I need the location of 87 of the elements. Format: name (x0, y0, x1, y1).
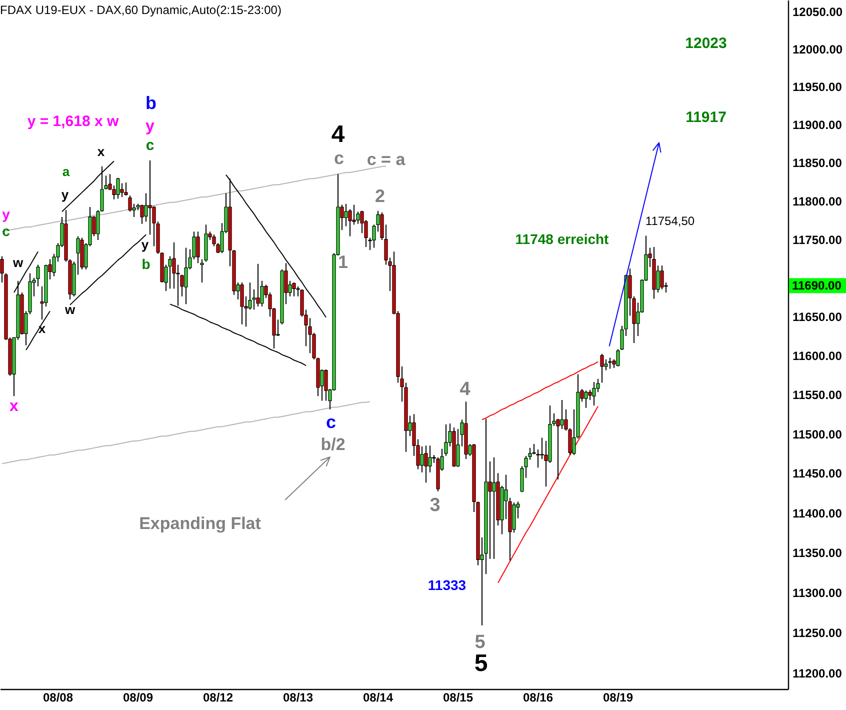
annotation: y (61, 187, 70, 202)
y-tick-label: 11200.00 (792, 666, 842, 680)
line-series (498, 406, 598, 584)
y-tick-label: 11800.00 (792, 194, 842, 208)
candlestick (196, 231, 200, 264)
y-tick-label: 11250.00 (792, 626, 842, 640)
candlestick (424, 445, 428, 484)
annotation: a (62, 164, 70, 179)
annotation: 2 (374, 186, 386, 206)
annotation: y (146, 118, 155, 135)
annotation: x (97, 144, 106, 159)
x-tick-label: 08/19 (602, 690, 634, 704)
candlestick (256, 263, 260, 307)
y-tick-label: 11950.00 (792, 80, 842, 94)
candlestick (184, 247, 188, 305)
annotation: 3 (430, 495, 440, 516)
annotation: c (2, 223, 10, 239)
candlestick (536, 449, 540, 468)
chart-title: FDAX U19-EUX - DAX,60 Dynamic,Auto(2:15-23:00) (0, 3, 282, 17)
x-tick-label: 08/09 (122, 690, 154, 704)
candlestick (560, 400, 564, 430)
line-series (2, 401, 370, 464)
annotation: y = 1,618 x w (27, 113, 119, 130)
y-tick-label: 11650.00 (792, 310, 842, 324)
line-series (226, 174, 326, 318)
x-tick-label: 08/14 (362, 690, 394, 704)
annotation: 12023 (685, 35, 727, 52)
x-tick-label: 08/16 (522, 690, 554, 704)
annotation: 11917 (686, 109, 726, 126)
annotation: 5 (474, 632, 486, 653)
annotation: 5 (474, 650, 488, 677)
candlestick (588, 389, 592, 401)
annotation: c (146, 137, 154, 154)
y-tick-label: 11900.00 (792, 118, 842, 132)
candlestick (116, 177, 120, 200)
candlestick (292, 282, 296, 297)
annotation: 11333 (428, 577, 466, 593)
y-tick-label: 11300.00 (792, 586, 842, 600)
candlestick (124, 182, 128, 196)
annotation: 4 (331, 121, 346, 148)
candlestick (592, 382, 596, 406)
annotation: y (2, 206, 10, 222)
annotation: c (334, 148, 344, 168)
annotation: 11748 erreicht (515, 231, 610, 247)
annotation: x (38, 321, 46, 336)
candlestick (608, 357, 612, 370)
candlestick (600, 353, 604, 384)
annotation: y (141, 237, 150, 252)
ref-line-label: 11690.00 (792, 278, 842, 293)
annotation: c (326, 412, 336, 432)
x-tick-label: 08/12 (202, 690, 234, 704)
y-tick-label: 11350.00 (792, 546, 842, 560)
candlestick (120, 182, 124, 198)
annotation: b/2 (320, 435, 346, 454)
annotation: b (146, 93, 156, 113)
candlestick (428, 445, 432, 473)
candlestick (660, 264, 664, 290)
candlestick (604, 358, 608, 371)
annotation: w (64, 302, 76, 317)
annotation: x (10, 398, 19, 415)
y-tick-label: 11500.00 (792, 427, 842, 442)
line-series (482, 361, 598, 420)
annotation: Expanding Flat (139, 514, 262, 533)
annotation: 11754,50 (645, 214, 695, 228)
x-tick-label: 08/13 (282, 690, 314, 704)
y-tick-label: 11850.00 (792, 156, 842, 170)
y-tick-label: 11400.00 (792, 506, 842, 520)
candlestick (168, 256, 172, 290)
x-tick-label: 08/08 (42, 690, 74, 704)
candlestick (584, 390, 588, 408)
annotation: c = a (366, 150, 406, 169)
x-tick-label: 08/15 (442, 690, 474, 704)
y-tick-label: 12050.00 (792, 4, 843, 19)
y-tick-label: 11450.00 (792, 466, 842, 481)
annotation: b (142, 256, 150, 272)
candlestick (344, 203, 348, 227)
y-tick-label: 11600.00 (792, 348, 842, 363)
candlestick (420, 446, 424, 473)
annotation: 1 (338, 252, 348, 272)
annotation: 4 (460, 379, 471, 400)
y-tick-label: 11550.00 (792, 388, 842, 402)
y-tick-label: 12000.00 (792, 42, 843, 56)
y-tick-label: 11750.00 (792, 232, 842, 247)
candlestick (240, 282, 244, 325)
candlestick (488, 460, 492, 560)
candlestick (492, 456, 496, 560)
annotation: w (12, 255, 24, 270)
